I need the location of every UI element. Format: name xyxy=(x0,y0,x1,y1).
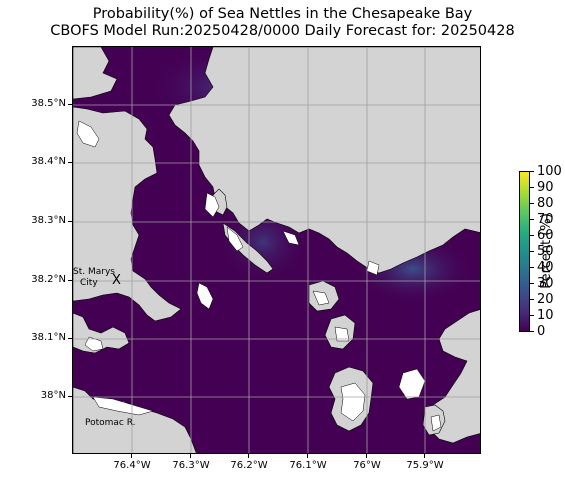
map-canvas xyxy=(73,47,480,453)
nodata-patch xyxy=(282,230,300,246)
map-title-line-1: Probability(%) of Sea Nettles in the Che… xyxy=(92,6,473,22)
lon-tick-mark xyxy=(131,454,132,458)
nodata-patch xyxy=(312,290,330,306)
lon-label: 76.2°W xyxy=(230,460,268,471)
nodata-patch xyxy=(366,260,380,276)
colorbar-tick-label: 90 xyxy=(537,180,554,195)
colorbar-title: Percent (%) xyxy=(539,213,554,289)
lat-label: 38.1°N xyxy=(31,332,66,343)
nodata-patch xyxy=(84,336,104,352)
place-label-st-marys: St. Marys xyxy=(73,267,115,277)
colorbar-tick-label: 0 xyxy=(537,324,546,339)
colorbar-tick-mark xyxy=(530,299,534,300)
nodata-patch xyxy=(340,382,366,422)
lon-tick-mark xyxy=(366,454,367,458)
place-label-st-marys-city: City xyxy=(80,278,98,288)
colorbar-tick-label: 100 xyxy=(537,164,562,179)
lat-tick-mark xyxy=(68,280,72,281)
lon-tick-mark xyxy=(307,454,308,458)
st-marys-marker-icon: X xyxy=(112,273,121,288)
lon-label: 76°W xyxy=(353,460,381,471)
nodata-patch xyxy=(204,192,220,218)
lat-tick-mark xyxy=(68,162,72,163)
eastern-shore-land xyxy=(168,47,480,274)
colorbar xyxy=(519,171,530,332)
lon-tick-mark xyxy=(248,454,249,458)
map-title-line-2: CBOFS Model Run:20250428/0000 Daily Fore… xyxy=(50,23,515,39)
lat-tick-mark xyxy=(68,396,72,397)
colorbar-tick-mark xyxy=(530,219,534,220)
nodata-patch xyxy=(430,414,442,432)
western-shore-land xyxy=(73,47,118,100)
colorbar-tick-mark xyxy=(530,187,534,188)
lon-tick-mark xyxy=(424,454,425,458)
colorbar-tick-mark xyxy=(530,315,534,316)
lon-label: 76.3°W xyxy=(172,460,210,471)
nodata-patch xyxy=(76,120,100,148)
colorbar-tick-mark xyxy=(530,283,534,284)
colorbar-tick-mark xyxy=(530,235,534,236)
colorbar-tick-mark xyxy=(530,171,534,172)
colorbar-tick-label: 70 xyxy=(537,212,554,227)
graticule xyxy=(73,47,480,453)
nodata-patch xyxy=(334,326,350,342)
colorbar-tick-label: 10 xyxy=(537,308,554,323)
lat-tick-mark xyxy=(68,221,72,222)
lat-label: 38°N xyxy=(40,390,66,401)
colorbar-tick-mark xyxy=(530,203,534,204)
western-shore-land xyxy=(73,106,182,322)
lat-label: 38.2°N xyxy=(31,274,66,285)
lon-label: 76.4°W xyxy=(113,460,151,471)
colorbar-tick-label: 30 xyxy=(537,276,554,291)
nodata-patch xyxy=(92,396,154,416)
colorbar-tick-label: 20 xyxy=(537,292,554,307)
colorbar-tick-label: 40 xyxy=(537,260,554,275)
colorbar-tick-label: 80 xyxy=(537,196,554,211)
colorbar-tick-label: 50 xyxy=(537,244,554,259)
place-label-potomac: Potomac R. xyxy=(85,418,136,428)
nodata-patch xyxy=(196,282,214,310)
colorbar-tick-mark xyxy=(530,251,534,252)
nodata-patch xyxy=(226,226,244,252)
lat-label: 38.4°N xyxy=(31,156,66,167)
colorbar-tick-mark xyxy=(530,267,534,268)
lon-tick-mark xyxy=(190,454,191,458)
lat-tick-mark xyxy=(68,338,72,339)
map-panel xyxy=(72,46,481,454)
colorbar-tick-mark xyxy=(530,331,534,332)
lon-label: 75.9°W xyxy=(406,460,444,471)
colorbar-tick-label: 60 xyxy=(537,228,554,243)
lon-label: 76.1°W xyxy=(289,460,327,471)
lat-label: 38.5°N xyxy=(31,98,66,109)
lat-tick-mark xyxy=(68,104,72,105)
lat-label: 38.3°N xyxy=(31,215,66,226)
